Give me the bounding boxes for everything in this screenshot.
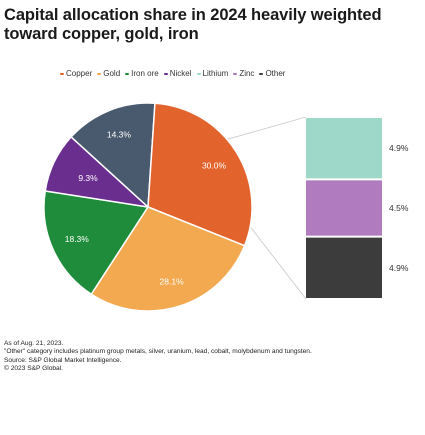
- legend-swatch: [163, 72, 168, 75]
- source-note: Source: S&P Global Market Intelligence.: [4, 356, 122, 364]
- stacked-bar-segment: [306, 118, 382, 179]
- pie-slice-label: 28.1%: [160, 276, 185, 286]
- legend-item-other: Other: [259, 69, 285, 78]
- chart-title: Capital allocation share in 2024 heavily…: [4, 6, 382, 43]
- legend-label: Zinc: [239, 69, 255, 78]
- legend-label: Lithium: [202, 69, 229, 78]
- pie-slice: [43, 190, 150, 296]
- copyright-note: © 2023 S&P Global.: [4, 365, 63, 373]
- legend-swatch: [233, 72, 238, 75]
- other-category-note: "Other" category includes platinum group…: [4, 348, 312, 356]
- pie-slice: [90, 206, 246, 312]
- legend-label: Other: [265, 69, 286, 78]
- bar-segment-label: 4.9%: [389, 263, 409, 273]
- legend-label: Nickel: [169, 69, 192, 78]
- legend-swatch: [196, 72, 201, 75]
- pie-slice: [147, 102, 253, 247]
- legend-label: Gold: [103, 69, 121, 78]
- pie-slice-label: 9.3%: [78, 173, 98, 183]
- footnotes: As of Aug. 21, 2023. "Other" category in…: [4, 340, 422, 374]
- stacked-bar-segment: [306, 180, 382, 236]
- legend-item-zinc: Zinc: [233, 69, 254, 78]
- legend-swatch: [259, 72, 264, 75]
- legend-swatch: [60, 72, 64, 75]
- legend-item-gold: Gold: [97, 69, 120, 78]
- bar-segment-label: 4.9%: [389, 143, 409, 153]
- legend-item-copper: Copper: [60, 69, 92, 78]
- legend-swatch: [97, 72, 102, 75]
- as-of-note: As of Aug. 21, 2023.: [4, 340, 64, 347]
- pie-slice-label: 18.3%: [65, 234, 90, 244]
- pie-slice-label: 30.0%: [202, 161, 227, 171]
- pie-slice-label: 14.3%: [107, 130, 132, 140]
- legend-label: Copper: [66, 69, 93, 78]
- legend-item-lithium: Lithium: [196, 69, 229, 78]
- legend-label: Iron ore: [131, 69, 159, 78]
- legend-item-nickel: Nickel: [163, 69, 192, 78]
- stacked-bar-segment: [306, 237, 382, 298]
- chart-legend: Copper Gold Iron ore Nickel Lithium Zinc Other: [60, 69, 285, 78]
- legend-item-iron-ore: Iron ore: [125, 69, 159, 78]
- legend-swatch: [125, 72, 130, 75]
- pie-slice: [70, 102, 156, 209]
- bar-segment-label: 4.5%: [389, 203, 409, 213]
- pie-chart: 18.3% 9.3% 14.3% 30.0% 28.1% 4.9% 4.5% 4.9%: [43, 102, 409, 312]
